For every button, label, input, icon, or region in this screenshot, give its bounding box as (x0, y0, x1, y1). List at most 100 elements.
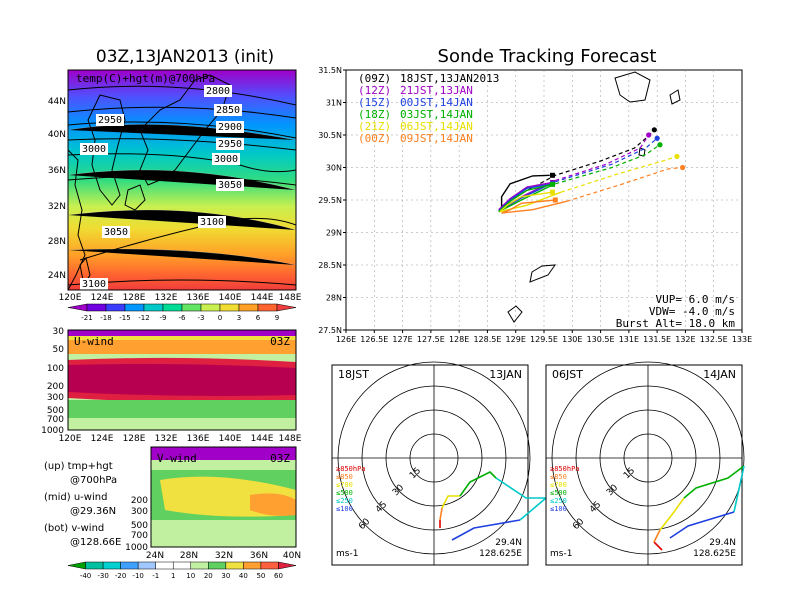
colorbar-swatch (155, 561, 174, 570)
x-tick-label: 131E (619, 335, 639, 344)
note-up-head: (up) tmp+hgt (44, 461, 113, 472)
note-mid-head: (mid) u-wind (44, 492, 107, 503)
colorbar-label: 9 (275, 314, 279, 322)
v-wind-time: 03Z (270, 452, 290, 465)
x-tick-label: 132.5E (700, 335, 728, 344)
japan-coast (139, 74, 231, 186)
x-tick-label: 126.5E (360, 335, 388, 344)
end-marker (680, 164, 686, 171)
legend-code: (15Z) (358, 96, 391, 109)
colorbar-swatch (200, 303, 221, 312)
pressure-tick-label: 30 (53, 327, 65, 337)
x-tick-label: 128.5E (473, 335, 501, 344)
level-legend: ≤700 (336, 481, 353, 489)
svg-text:3100: 3100 (200, 217, 224, 228)
burst-annotation: Burst Alt= 18.0 km (616, 317, 736, 330)
y-tick-label: 31N (326, 99, 342, 108)
colorbar-swatch (208, 561, 227, 570)
lon-tick-label: 136E (187, 434, 210, 444)
colorbar-label: 20 (204, 572, 213, 580)
launch-marker (549, 181, 555, 187)
svg-text:temp(C)+hgt(m)@700hPa: temp(C)+hgt(m)@700hPa (76, 72, 215, 85)
colorbar-label: 0 (218, 314, 222, 322)
note-bot-sub: @128.66E (70, 537, 121, 548)
contour-label: 3100 (198, 216, 226, 228)
island-coast (669, 89, 681, 105)
hodograph-time: 18JST (338, 368, 369, 381)
island-coast (529, 264, 557, 283)
hodograph-trace (653, 529, 661, 543)
colorbar-label: 60 (274, 572, 283, 580)
hodograph-unit: ms-1 (336, 549, 358, 559)
colorbar-label: -40 (80, 572, 91, 580)
main-title: Sonde Tracking Forecast (438, 46, 657, 67)
colorbar-swatch (238, 303, 259, 312)
track-line (566, 166, 683, 202)
launch-marker (552, 197, 558, 203)
contour-label: 2950 (216, 138, 244, 150)
u-wind-label: U-wind (74, 335, 114, 348)
colorbar-label: 3 (237, 314, 241, 322)
end-marker (654, 135, 660, 141)
contour-label: 2800 (204, 85, 232, 97)
x-tick-label: 130E (562, 335, 582, 344)
track-line (560, 155, 678, 193)
level-legend: ≤500 (336, 489, 353, 497)
colorbar-label: -9 (160, 314, 167, 322)
lon-tick-label: 120E (59, 434, 82, 444)
china-coast (68, 149, 86, 290)
pressure-tick-label: 500 (131, 521, 148, 531)
hodograph-time: 06JST (552, 368, 583, 381)
legend-code: (12Z) (358, 84, 391, 97)
korea-coast (87, 94, 126, 206)
colorbar-swatch (243, 561, 262, 570)
v-wind-cross-section: V-wind 03Z 200 300 500 700 1000 24N 28N … (67, 446, 301, 580)
track-line (498, 183, 556, 213)
u-wind-time: 03Z (270, 335, 290, 348)
launch-marker (549, 189, 555, 195)
lon-tick-label: 128E (123, 434, 146, 444)
level-legend: ≤100 (550, 505, 567, 513)
pressure-tick-label: 50 (53, 345, 65, 355)
lon-tick-label: 140E (219, 434, 242, 444)
launch-marker (549, 172, 555, 178)
temperature-colorbar: -21 -18 -15 -12 -9 -6 -3 0 3 6 9 (67, 303, 297, 322)
lon-tick-label: 132E (155, 434, 178, 444)
legend-code: (00Z) (358, 132, 391, 145)
pressure-tick-label: 300 (131, 507, 148, 517)
island-coast (507, 305, 523, 323)
colorbar-label: -15 (119, 314, 130, 322)
end-marker (674, 153, 680, 160)
pressure-tick-label: 300 (47, 393, 64, 403)
legend-time: 06JST,14JAN (400, 120, 473, 133)
pressure-tick-label: 200 (47, 382, 64, 392)
track-line (555, 137, 658, 183)
contour-label: 3050 (102, 226, 130, 238)
colorbar-label: -18 (100, 314, 111, 322)
lon-tick-label: 124E (91, 434, 114, 444)
colorbar-label: 1 (171, 572, 175, 580)
lon-tick-label: 136E (187, 293, 210, 303)
lon-tick-label: 132E (155, 293, 178, 303)
lat-tick-label: 24N (48, 271, 66, 281)
colorbar-label: 30 (221, 572, 230, 580)
lat-tick-label: 44N (48, 97, 66, 107)
track-grid (346, 70, 742, 330)
lon-tick-label: 140E (219, 293, 242, 303)
y-tick-label: 31.5N (318, 66, 342, 75)
pressure-tick-label: 1000 (41, 426, 64, 436)
y-tick-label: 28N (326, 294, 342, 303)
vdw-annotation: VDW= -4.0 m/s (649, 305, 735, 318)
pressure-tick-label: 200 (131, 496, 148, 506)
x-tick-label: 130.5E (587, 335, 615, 344)
wind-colorbar: -40 -30 -20 -10 -1 1 10 20 30 40 50 60 (67, 561, 297, 580)
level-legend: ≤250 (550, 497, 567, 505)
lon-tick-label: 148E (279, 293, 302, 303)
colorbar-swatch (172, 561, 192, 570)
track-line (499, 191, 562, 213)
svg-text:2950: 2950 (98, 115, 122, 126)
u-wind-cross-section: U-wind 03Z 30 50 100 200 300 500 700 100… (41, 327, 302, 444)
colorbar-swatch (67, 561, 86, 570)
colorbar-label: -6 (179, 314, 187, 322)
